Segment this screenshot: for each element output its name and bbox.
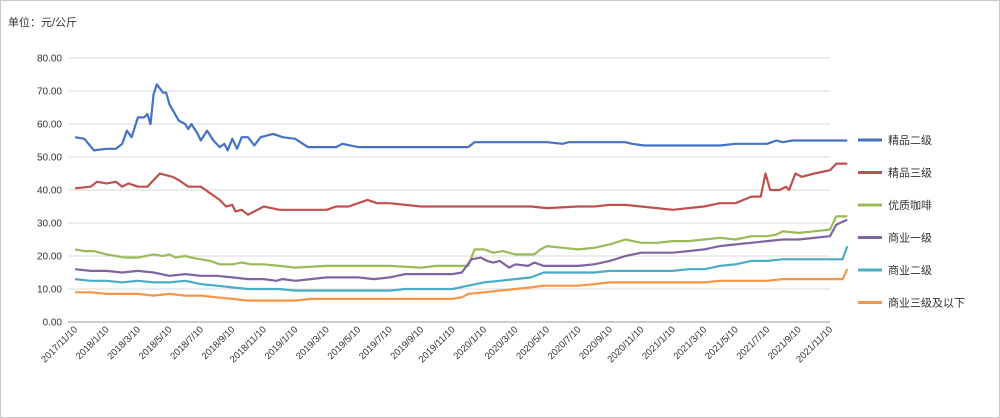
x-tick-label: 2017/11/10 [39, 324, 80, 365]
series-lines [74, 83, 849, 302]
y-tick-label: 50.00 [37, 153, 62, 164]
x-tick-label: 2019/5/10 [326, 324, 364, 362]
legend-label-1: 精品三级 [888, 167, 932, 180]
x-tick-label: 2018/5/10 [137, 324, 175, 362]
series-line-1 [74, 162, 848, 216]
legend-label-0: 精品二级 [888, 134, 932, 147]
series-line-2 [74, 215, 848, 269]
y-tick-label: 70.00 [37, 87, 62, 98]
series-line-5 [75, 268, 849, 302]
x-tick-label: 2021/3/10 [672, 324, 710, 362]
y-tick-label: 60.00 [37, 120, 62, 131]
y-tick-label: 0.00 [43, 318, 63, 329]
x-tick-label: 2019/7/10 [357, 324, 395, 362]
legend-label-3: 商业一级 [888, 231, 932, 245]
series-line-3 [74, 218, 848, 282]
x-tick-label: 2018/7/10 [168, 324, 206, 362]
x-tick-label: 2020/1/10 [451, 324, 489, 362]
y-tick-label: 20.00 [37, 252, 62, 263]
x-tick-label: 2018/3/10 [105, 324, 143, 362]
series-line-0 [74, 83, 848, 152]
x-tick-label: 2019/1/10 [263, 324, 301, 362]
y-tick-label: 80.00 [37, 54, 62, 65]
legend-label-4: 商业二级 [888, 263, 932, 277]
y-tick-label: 40.00 [37, 186, 62, 197]
x-tick-label: 2020/3/10 [483, 324, 521, 362]
series-line-4 [74, 245, 849, 292]
x-tick-label: 2021/1/10 [640, 324, 678, 362]
x-tick-label: 2021/7/10 [735, 324, 773, 362]
y-tick-label: 30.00 [37, 219, 62, 230]
x-tick-label: 2018/1/10 [74, 324, 112, 362]
y-axis: 0.00 10.00 20.00 30.00 40.00 50.00 60.00 70.00 8… [37, 54, 62, 329]
legend-label-5: 商业三级及以下 [888, 296, 965, 310]
x-tick-label: 2020/5/10 [514, 324, 552, 362]
x-tick-label: 2020/7/10 [546, 324, 584, 362]
x-axis: 2017/11/102018/1/102018/3/102018/5/10201… [39, 321, 835, 365]
x-tick-label: 2021/5/10 [703, 324, 741, 362]
legend-label-2: 优质咖啡 [888, 198, 932, 212]
y-tick-label: 10.00 [37, 285, 62, 296]
x-tick-label: 2019/3/10 [294, 324, 332, 362]
grid-lines [68, 57, 830, 290]
unit-label: 单位：元/公斤 [8, 17, 78, 29]
